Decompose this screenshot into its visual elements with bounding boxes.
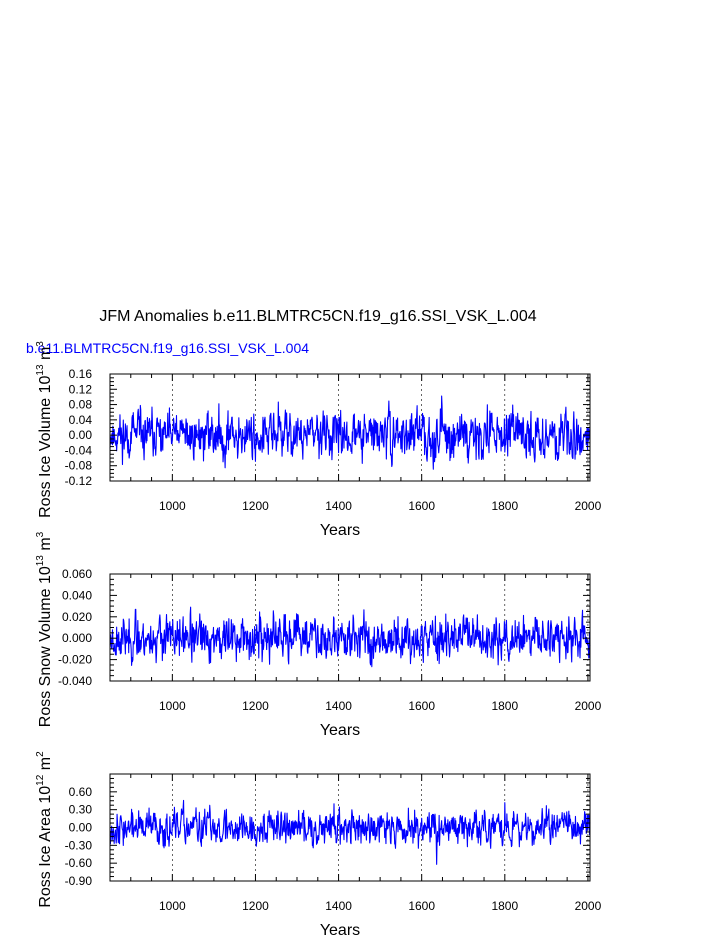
y-tick-label: 0.12	[69, 382, 93, 396]
panel-ice-volume: 1000 1200 1400 1600 1800 2000-0.12-0.08-0.040…	[35, 341, 602, 539]
y-tick-label: 0.00	[69, 821, 93, 835]
y-axis-title: Ross Ice Area 1012 m2	[35, 751, 54, 908]
x-tick-label: 2000	[575, 899, 602, 913]
y-tick-label: 0.040	[62, 588, 92, 602]
x-axis-title: Years	[320, 722, 360, 739]
x-tick-label: 2000	[575, 699, 602, 713]
y-tick-label: -0.04	[65, 443, 93, 457]
panel-snow-volume: 1000 1200 1400 1600 1800 2000 -0.040 -0.020 0.00…	[35, 531, 602, 739]
x-tick-label: 1400	[325, 499, 352, 513]
x-axis-title: Years	[320, 522, 360, 539]
x-tick-label: 1800	[491, 899, 518, 913]
x-tick-label: 1000	[159, 699, 186, 713]
x-tick-label: 1600	[408, 899, 435, 913]
y-tick-label: 0.000	[62, 631, 92, 645]
x-tick-label: 1200	[242, 499, 269, 513]
chart-title: JFM Anomalies b.e11.BLMTRC5CN.f19_g16.SS…	[99, 308, 536, 325]
y-tick-label: -0.040	[58, 674, 92, 688]
y-tick-label: -0.12	[65, 474, 93, 488]
y-tick-label: 0.16	[69, 367, 93, 381]
y-tick-label: -0.020	[58, 653, 92, 667]
y-tick-label: 0.00	[69, 428, 93, 442]
x-tick-label: 1000	[159, 499, 186, 513]
series-line	[109, 799, 591, 865]
y-tick-label: 0.020	[62, 610, 92, 624]
x-tick-label: 1800	[491, 499, 518, 513]
x-tick-label: 1400	[325, 899, 352, 913]
y-tick-label: -0.90	[65, 874, 93, 888]
series-line	[109, 395, 591, 470]
panel-ice-area: 1000 1200 1400 1600 1800 2000 -0.90 -0.60 -0.30 0…	[35, 751, 602, 935]
y-tick-label: 0.04	[69, 413, 93, 427]
x-tick-label: 1200	[242, 699, 269, 713]
y-axis-title: Ross Ice Volume 1013 m3	[35, 341, 54, 518]
y-tick-label: -0.60	[65, 856, 93, 870]
series-line	[109, 606, 591, 668]
x-axis-title: Years	[320, 922, 360, 935]
x-tick-label: 1600	[408, 499, 435, 513]
x-tick-label: 2000	[575, 499, 602, 513]
x-tick-label: 1600	[408, 699, 435, 713]
y-tick-label: 0.60	[69, 785, 93, 799]
x-tick-label: 1000	[159, 899, 186, 913]
y-tick-label: -0.08	[65, 459, 93, 473]
x-tick-label: 1200	[242, 899, 269, 913]
y-tick-label: 0.08	[69, 398, 93, 412]
y-tick-label: 0.30	[69, 803, 93, 817]
chart-subtitle: b.e11.BLMTRC5CN.f19_g16.SSI_VSK_L.004	[26, 340, 309, 356]
y-axis-title: Ross Snow Volume 1013 m3	[35, 531, 54, 727]
x-tick-label: 1800	[491, 699, 518, 713]
y-tick-label: -0.30	[65, 838, 93, 852]
y-tick-label: 0.060	[62, 567, 92, 581]
x-tick-label: 1400	[325, 699, 352, 713]
